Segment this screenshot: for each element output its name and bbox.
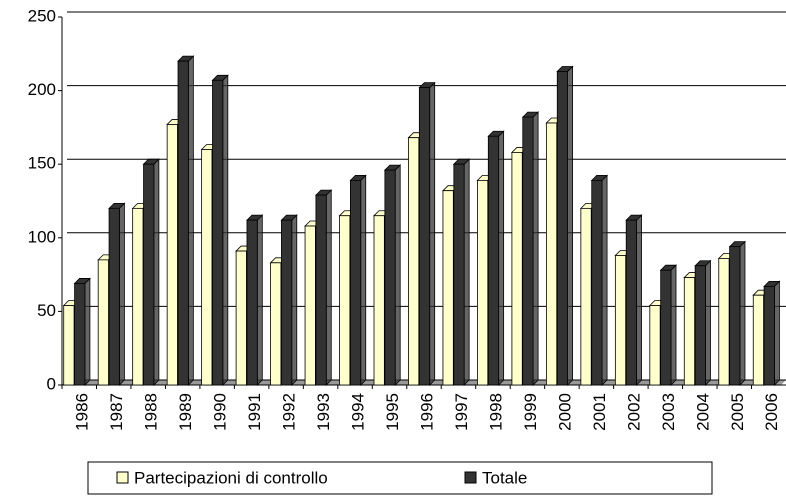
x-tick-label: 2005 bbox=[728, 393, 747, 431]
x-tick-label: 1998 bbox=[486, 393, 505, 431]
bar bbox=[383, 164, 402, 386]
bar bbox=[73, 277, 91, 386]
x-tick-label: 1996 bbox=[417, 393, 436, 431]
bar bbox=[728, 240, 746, 386]
bar bbox=[659, 264, 677, 386]
y-tick-label: 150 bbox=[28, 154, 56, 173]
bar bbox=[245, 214, 264, 386]
x-tick-label: 1994 bbox=[349, 393, 368, 431]
y-tick-label: 0 bbox=[47, 374, 56, 393]
legend-label: Partecipazioni di controllo bbox=[134, 468, 328, 487]
x-tick-label: 1988 bbox=[142, 393, 161, 431]
bar bbox=[108, 202, 126, 386]
bar bbox=[625, 214, 643, 386]
bar bbox=[177, 55, 195, 386]
x-tick-label: 2006 bbox=[762, 393, 781, 431]
y-tick-label: 50 bbox=[37, 301, 56, 320]
bar bbox=[694, 259, 712, 386]
x-tick-label: 2001 bbox=[590, 393, 609, 431]
bar bbox=[314, 189, 333, 386]
y-tick-label: 100 bbox=[28, 227, 56, 246]
bar bbox=[349, 174, 367, 386]
legend-label: Totale bbox=[482, 468, 527, 487]
bar bbox=[590, 174, 609, 386]
x-tick-label: 2000 bbox=[555, 393, 574, 431]
bar bbox=[280, 214, 298, 386]
bar bbox=[556, 65, 574, 386]
bar bbox=[211, 74, 229, 386]
x-tick-label: 2003 bbox=[659, 393, 678, 431]
x-tick-label: 1993 bbox=[314, 393, 333, 431]
bar bbox=[763, 280, 781, 386]
x-tick-label: 1999 bbox=[521, 393, 540, 431]
x-tick-label: 1986 bbox=[73, 393, 92, 431]
y-tick-label: 250 bbox=[28, 6, 56, 25]
x-tick-label: 2004 bbox=[693, 393, 712, 431]
x-tick-label: 2002 bbox=[624, 393, 643, 431]
x-tick-label: 1997 bbox=[452, 393, 471, 431]
legend-box bbox=[87, 461, 713, 495]
x-tick-label: 1990 bbox=[211, 393, 230, 431]
y-tick-label: 200 bbox=[28, 80, 56, 99]
bar bbox=[418, 81, 436, 386]
legend-swatch bbox=[464, 471, 477, 484]
legend-swatch bbox=[116, 471, 129, 484]
bar bbox=[452, 158, 471, 386]
x-tick-label: 1989 bbox=[176, 393, 195, 431]
x-tick-label: 1995 bbox=[383, 393, 402, 431]
x-tick-label: 1992 bbox=[280, 393, 299, 431]
bar bbox=[142, 158, 160, 386]
x-tick-label: 1987 bbox=[107, 393, 126, 431]
bar bbox=[521, 111, 540, 386]
bar bbox=[487, 130, 505, 386]
x-tick-label: 1991 bbox=[245, 393, 264, 431]
